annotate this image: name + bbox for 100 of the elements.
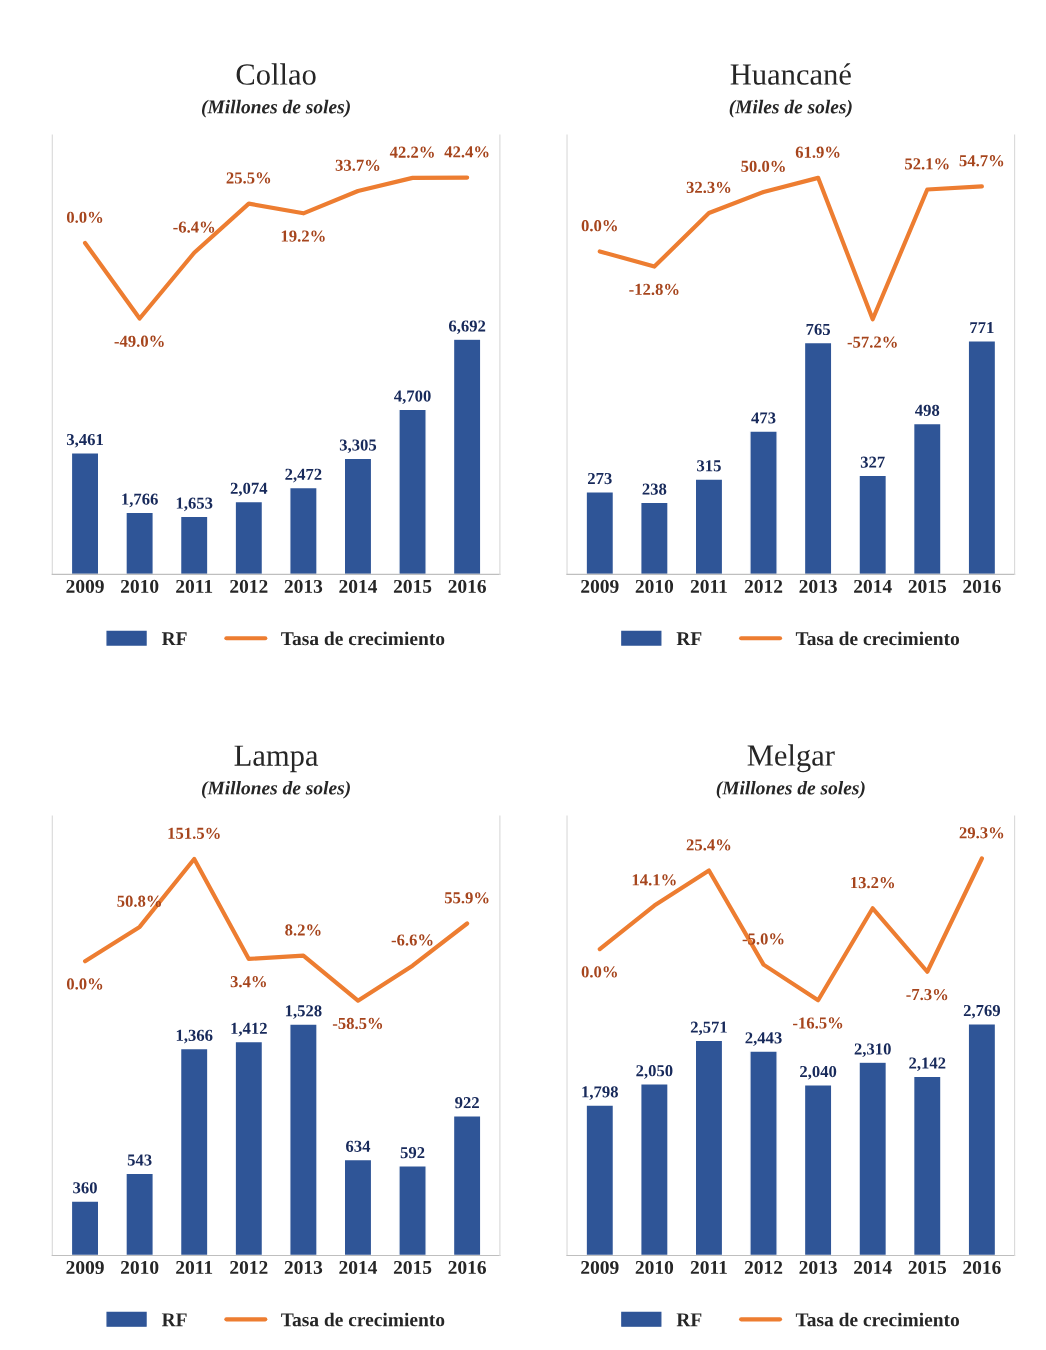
bar bbox=[398, 1165, 427, 1256]
data-label: 54.7% bbox=[959, 155, 1004, 167]
data-label: 0.0% bbox=[66, 211, 103, 223]
data-label: 42.4% bbox=[444, 146, 489, 158]
x-tick-label: 2016 bbox=[448, 1260, 487, 1275]
bar bbox=[234, 1040, 264, 1256]
data-label: 32.3% bbox=[686, 181, 731, 194]
x-tick-label: 2010 bbox=[635, 579, 674, 593]
x-tick-label: 2016 bbox=[963, 579, 1001, 593]
data-label: 765 bbox=[806, 323, 831, 336]
x-tick-label: 2010 bbox=[121, 1260, 159, 1275]
data-label: 2,571 bbox=[690, 1021, 727, 1036]
x-tick-label: 2015 bbox=[908, 1260, 947, 1275]
data-label: 2,142 bbox=[909, 1057, 946, 1072]
data-label: 315 bbox=[697, 460, 721, 472]
data-label: 13.2% bbox=[851, 877, 895, 889]
bar bbox=[452, 338, 482, 575]
bar bbox=[803, 341, 833, 575]
data-label: 922 bbox=[455, 1097, 479, 1109]
x-tick-label: 2011 bbox=[690, 1260, 727, 1275]
data-label: 3,461 bbox=[66, 433, 103, 448]
x-tick-label: 2010 bbox=[635, 1260, 674, 1275]
data-label: 592 bbox=[400, 1147, 425, 1159]
x-tick-label: 2009 bbox=[66, 1260, 104, 1275]
chart-subtitle: (Millones de soles) bbox=[201, 99, 350, 118]
data-label: 634 bbox=[346, 1140, 371, 1152]
data-label: 1,653 bbox=[176, 497, 213, 512]
bar bbox=[749, 430, 778, 575]
data-label: 42.2% bbox=[389, 146, 434, 158]
chart-subtitle: (Millones de soles) bbox=[716, 780, 865, 799]
x-tick-label: 2014 bbox=[339, 579, 378, 593]
data-label: 151.5% bbox=[168, 827, 220, 839]
bar bbox=[803, 1084, 833, 1256]
bar bbox=[585, 490, 615, 575]
bar bbox=[967, 340, 997, 575]
legend-label: Tasa de crecimiento bbox=[281, 631, 445, 646]
data-label: 2,472 bbox=[285, 468, 322, 483]
bar bbox=[179, 515, 209, 575]
data-label: 33.7% bbox=[335, 159, 380, 171]
chart-title: Melgar bbox=[747, 744, 835, 773]
legend-label: Tasa de crecimiento bbox=[281, 1312, 445, 1327]
x-tick-label: 2014 bbox=[339, 1260, 378, 1275]
bar bbox=[452, 1115, 482, 1256]
x-tick-label: 2009 bbox=[581, 1260, 619, 1275]
legend-label: RF bbox=[676, 1313, 702, 1327]
data-label: 3.4% bbox=[230, 976, 266, 988]
data-label: 52.1% bbox=[905, 158, 949, 170]
data-label: 2,769 bbox=[963, 1004, 1001, 1019]
data-label: -7.3% bbox=[906, 988, 948, 1001]
x-tick-label: 2010 bbox=[121, 579, 159, 593]
data-label: 50.0% bbox=[741, 160, 785, 173]
data-label: -58.5% bbox=[332, 1017, 383, 1030]
bar bbox=[234, 500, 264, 575]
data-label: 2,050 bbox=[636, 1065, 673, 1079]
x-tick-label: 2012 bbox=[230, 579, 268, 593]
data-label: 1,798 bbox=[582, 1086, 618, 1100]
x-tick-label: 2012 bbox=[744, 1260, 783, 1275]
data-label: 2,074 bbox=[230, 482, 268, 497]
data-label: 327 bbox=[860, 456, 885, 468]
bar bbox=[912, 1075, 942, 1256]
data-label: 19.2% bbox=[281, 230, 325, 242]
bar bbox=[70, 1200, 100, 1256]
x-tick-label: 2014 bbox=[854, 579, 892, 593]
data-label: 61.9% bbox=[795, 146, 840, 158]
x-tick-label: 2011 bbox=[176, 579, 213, 593]
bar bbox=[343, 1158, 373, 1256]
bar bbox=[70, 452, 100, 575]
data-label: 1,766 bbox=[122, 493, 158, 508]
bar bbox=[858, 474, 888, 575]
x-tick-label: 2009 bbox=[66, 579, 104, 593]
bar bbox=[585, 1104, 615, 1256]
data-label: 55.9% bbox=[444, 892, 489, 904]
x-tick-label: 2013 bbox=[284, 1260, 323, 1275]
data-label: 2,040 bbox=[800, 1065, 837, 1080]
bar bbox=[858, 1061, 888, 1256]
chart-subtitle: (Miles de soles) bbox=[729, 99, 852, 118]
legend-label: RF bbox=[161, 1313, 187, 1327]
x-tick-label: 2011 bbox=[690, 579, 727, 593]
x-tick-label: 2009 bbox=[581, 579, 619, 593]
data-label: 1,528 bbox=[285, 1005, 322, 1019]
x-tick-label: 2011 bbox=[176, 1260, 213, 1275]
data-label: 25.4% bbox=[686, 839, 731, 851]
data-label: 771 bbox=[970, 322, 994, 334]
x-tick-label: 2013 bbox=[799, 579, 837, 593]
bar bbox=[694, 1039, 724, 1256]
bar bbox=[289, 486, 318, 575]
bar bbox=[749, 1050, 778, 1256]
data-label: 2,310 bbox=[854, 1043, 891, 1058]
bar bbox=[125, 511, 154, 575]
chart-title: Collao bbox=[236, 63, 316, 85]
x-tick-label: 2016 bbox=[963, 1260, 1001, 1275]
legend-label: Tasa de crecimiento bbox=[795, 1312, 960, 1327]
data-label: 0.0% bbox=[581, 220, 617, 232]
data-label: -12.8% bbox=[629, 283, 679, 296]
chart-title: Huancané bbox=[730, 63, 851, 85]
chart-title: Lampa bbox=[234, 745, 319, 773]
x-tick-label: 2013 bbox=[284, 579, 323, 593]
x-tick-label: 2015 bbox=[908, 579, 947, 593]
data-label: 360 bbox=[73, 1182, 97, 1194]
data-label: 273 bbox=[587, 472, 612, 485]
